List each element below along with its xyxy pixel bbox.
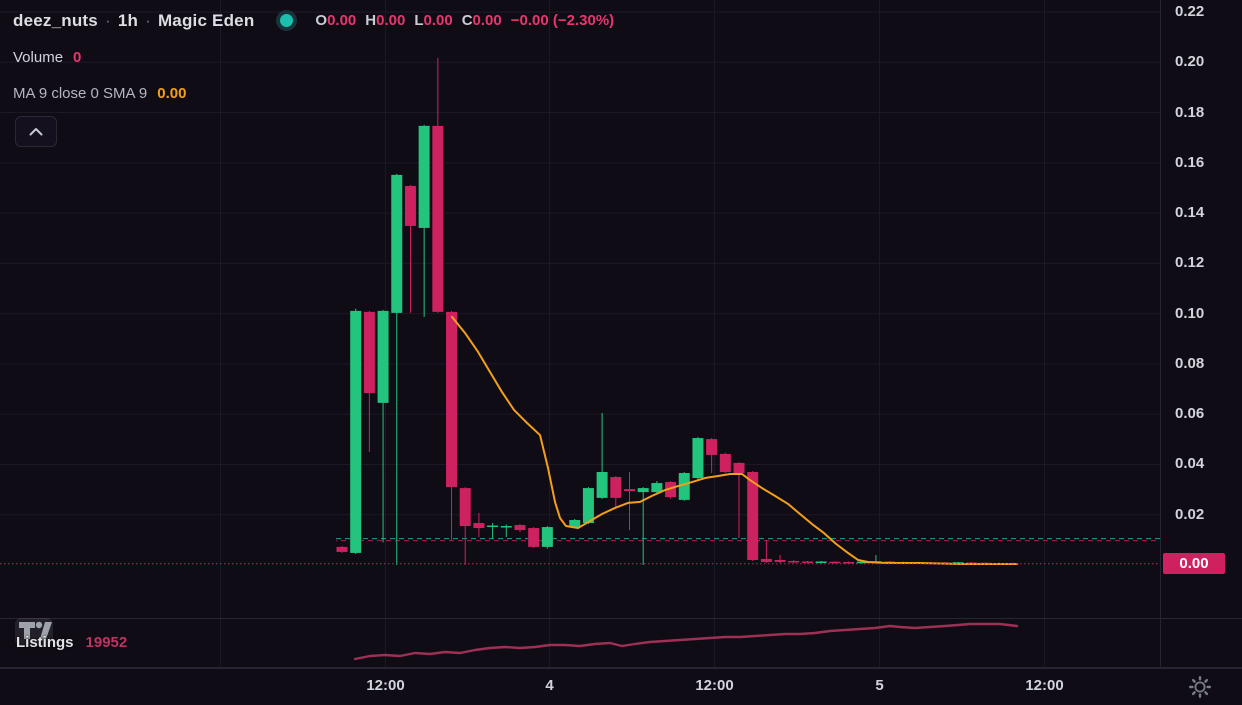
time-tick-label: 4	[545, 677, 554, 694]
candle-body	[788, 560, 800, 563]
collapse-legend-button[interactable]	[15, 116, 57, 147]
ma-indicator-legend[interactable]: MA 9 close 0 SMA 9 0.00	[13, 85, 186, 102]
candle-body	[843, 561, 855, 564]
candle-body	[815, 561, 827, 563]
ohlc-values: O0.00 H0.00 L0.00 C0.00 −0.00 (−2.30%)	[315, 12, 614, 29]
time-axis[interactable]: 12:00 4 12:00 5 12:00	[0, 668, 1242, 705]
time-tick-label: 12:00	[1025, 677, 1064, 694]
candle-body	[459, 488, 471, 527]
candle-body	[651, 483, 663, 493]
volume-indicator-legend[interactable]: Volume 0	[13, 49, 81, 66]
price-tick-label: 0.04	[1175, 455, 1205, 473]
change-value: −0.00 (−2.30%)	[510, 12, 615, 29]
candle-body	[760, 558, 772, 562]
price-tick-label: 0.10	[1175, 304, 1205, 322]
pane-separator-bottom[interactable]	[0, 667, 1242, 668]
candle-body	[404, 185, 416, 226]
candle-body	[665, 482, 677, 498]
candle-body	[528, 528, 540, 547]
ma-label: MA 9 close 0 SMA 9	[13, 85, 148, 102]
volume-value: 0	[73, 49, 82, 66]
price-axis[interactable]: 0.22 0.20 0.18 0.16 0.14 0.12 0.10 0.08 0.06 0.04…	[1160, 0, 1242, 668]
candle-body	[363, 311, 375, 394]
candle-body	[391, 174, 403, 313]
candle-body	[706, 439, 718, 455]
close-label: C	[461, 12, 473, 29]
candle-body	[637, 488, 649, 493]
symbol-name[interactable]: deez_nuts	[13, 10, 98, 30]
symbol-legend: deez_nuts · 1h · Magic Eden O0.00 H0.00 …	[13, 10, 614, 31]
high-label: H	[365, 12, 377, 29]
candle-body	[446, 311, 458, 488]
close-value: 0.00	[472, 12, 502, 29]
open-value: 0.00	[327, 12, 357, 29]
pane-separator-top[interactable]	[0, 618, 1242, 619]
chart-settings-sun-icon[interactable]	[1188, 675, 1212, 699]
price-tick-label: 0.22	[1175, 3, 1205, 20]
sma9-line	[451, 315, 1018, 565]
candle-body	[692, 438, 704, 479]
candle-body	[541, 527, 553, 547]
price-tick-label: 0.02	[1175, 505, 1205, 523]
open-label: O	[315, 12, 328, 29]
listings-label: Listings	[16, 634, 74, 651]
price-tick-label: 0.20	[1175, 53, 1205, 71]
ma-value: 0.00	[157, 85, 187, 102]
main-chart-pane[interactable]	[0, 0, 1160, 618]
price-tick-label: 0.18	[1175, 103, 1205, 121]
candle-body	[473, 523, 485, 529]
candle-body	[596, 471, 608, 498]
candle-body	[856, 561, 868, 564]
listings-legend[interactable]: Listings 19952	[16, 634, 127, 651]
time-tick-label: 12:00	[695, 677, 734, 694]
price-tick-label: 0.14	[1175, 204, 1205, 222]
current-price-badge: 0.00	[1163, 552, 1225, 574]
candle-body	[500, 526, 512, 528]
high-value: 0.00	[376, 12, 406, 29]
candle-body	[350, 310, 362, 553]
separator-dot: ·	[104, 10, 111, 30]
market-status-dot[interactable]	[276, 10, 298, 31]
separator-dot: ·	[145, 10, 151, 30]
listings-line	[353, 622, 1019, 661]
candle-body	[678, 473, 690, 500]
symbol-title[interactable]: deez_nuts · 1h · Magic Eden	[13, 11, 254, 31]
volume-label: Volume	[13, 49, 64, 66]
candle-body	[774, 559, 786, 562]
listings-value: 19952	[85, 634, 128, 651]
candle-body	[432, 125, 444, 312]
candle-body	[514, 525, 526, 531]
candle-body	[829, 561, 841, 564]
candle-body	[610, 477, 622, 498]
time-tick-label: 5	[875, 677, 884, 694]
candle-body	[733, 462, 745, 474]
candle-body	[377, 310, 389, 403]
candle-body	[747, 471, 759, 560]
interval-label[interactable]: 1h	[117, 10, 139, 30]
candle-body	[487, 525, 499, 528]
tradingview-logo[interactable]	[14, 617, 54, 647]
listings-subchart-pane[interactable]	[0, 619, 1160, 667]
candle-body	[569, 520, 581, 528]
candle-body	[801, 561, 813, 563]
candle-body	[623, 489, 635, 492]
time-tick-label: 12:00	[366, 677, 405, 694]
candle-body	[418, 125, 430, 228]
candle-body	[582, 488, 594, 524]
candle-body	[336, 546, 348, 552]
candle-body	[719, 453, 731, 472]
low-label: L	[414, 12, 424, 29]
price-tick-label: 0.12	[1175, 254, 1205, 272]
price-tick-label: 0.06	[1175, 405, 1205, 423]
price-tick-label: 0.08	[1175, 354, 1205, 372]
venue-label[interactable]: Magic Eden	[157, 10, 255, 30]
price-tick-label: 0.16	[1175, 153, 1205, 171]
chevron-up-icon	[29, 128, 43, 136]
low-value: 0.00	[423, 12, 453, 29]
